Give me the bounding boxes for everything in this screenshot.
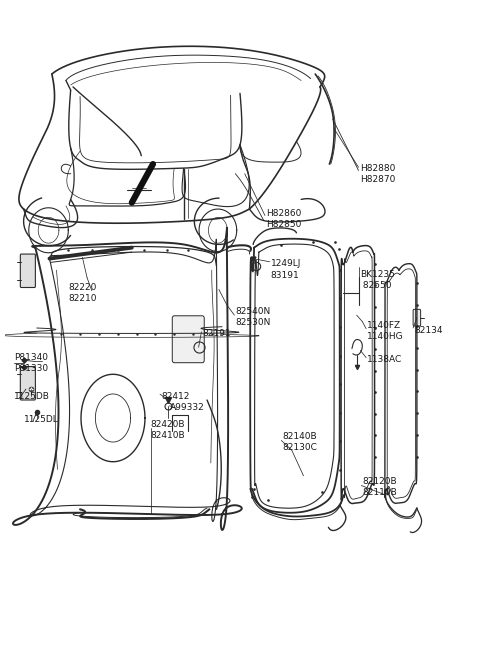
FancyBboxPatch shape: [413, 310, 420, 326]
Text: 1125DL: 1125DL: [24, 415, 59, 424]
Text: 82134: 82134: [414, 326, 443, 335]
Text: 82140B
82130C: 82140B 82130C: [282, 432, 317, 453]
FancyBboxPatch shape: [20, 367, 36, 400]
Text: 82220
82210: 82220 82210: [68, 283, 97, 302]
Text: 82540N
82530N: 82540N 82530N: [235, 307, 271, 327]
Text: 1138AC: 1138AC: [367, 355, 402, 364]
Text: 1249LJ: 1249LJ: [271, 259, 301, 268]
Text: H82860
H82850: H82860 H82850: [266, 209, 301, 229]
Text: BK1235
 82550: BK1235 82550: [360, 270, 395, 290]
Text: 82191: 82191: [203, 329, 231, 338]
FancyBboxPatch shape: [172, 316, 204, 363]
Text: 83191: 83191: [271, 271, 300, 279]
Text: A99332: A99332: [170, 403, 205, 412]
Text: H82880
H82870: H82880 H82870: [360, 163, 396, 184]
FancyBboxPatch shape: [20, 254, 36, 287]
Text: 82420B
82410B: 82420B 82410B: [151, 420, 185, 440]
Text: 1140FZ
1140HG: 1140FZ 1140HG: [367, 321, 404, 340]
Text: 82120B
82110B: 82120B 82110B: [362, 478, 397, 497]
Text: P81340
P81330: P81340 P81330: [14, 354, 48, 373]
Text: 1125DB: 1125DB: [14, 392, 50, 401]
Text: 82412: 82412: [161, 392, 189, 401]
